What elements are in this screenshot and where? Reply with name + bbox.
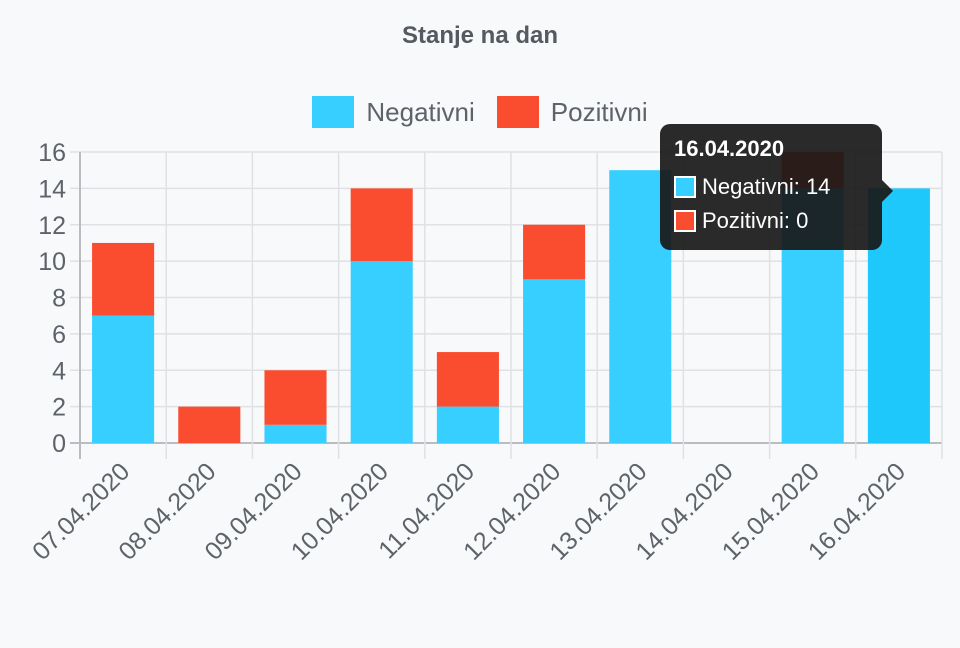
tooltip-label-pozitivni: Pozitivni: 0 bbox=[702, 208, 809, 233]
tooltip-row-negativni: Negativni: 14 bbox=[674, 170, 868, 204]
bar-pozitivni-1 bbox=[178, 406, 241, 443]
bar-negativni-2 bbox=[264, 424, 327, 443]
legend-label-negativni: Negativni bbox=[366, 96, 475, 127]
y-tick-label: 14 bbox=[38, 175, 66, 203]
y-tick-label: 2 bbox=[52, 394, 66, 422]
legend-swatch-negativni bbox=[312, 96, 355, 128]
bar-negativni-5 bbox=[523, 279, 586, 443]
bar-pozitivni-5 bbox=[523, 224, 586, 280]
bar-negativni-3 bbox=[350, 261, 413, 443]
legend-item-negativni[interactable]: Negativni bbox=[312, 96, 475, 128]
tooltip-swatch-negativni bbox=[674, 176, 696, 198]
legend-item-pozitivni[interactable]: Pozitivni bbox=[496, 96, 648, 128]
legend: Negativni Pozitivni bbox=[0, 96, 960, 128]
y-tick-label: 16 bbox=[38, 139, 66, 167]
y-tick-label: 4 bbox=[52, 357, 66, 385]
bar-pozitivni-2 bbox=[264, 370, 327, 425]
tooltip-row-pozitivni: Pozitivni: 0 bbox=[674, 204, 868, 238]
bar-pozitivni-0 bbox=[92, 242, 155, 316]
y-tick-label: 12 bbox=[38, 212, 66, 240]
bar-negativni-0 bbox=[92, 315, 155, 443]
legend-swatch-pozitivni bbox=[496, 96, 539, 128]
y-tick-label: 10 bbox=[38, 248, 66, 276]
chart-title: Stanje na dan bbox=[401, 22, 559, 49]
y-tick-label: 6 bbox=[52, 321, 66, 349]
bar-negativni-4 bbox=[436, 406, 499, 443]
y-tick-label: 0 bbox=[52, 430, 66, 458]
tooltip-swatch-pozitivni bbox=[674, 210, 696, 232]
bar-pozitivni-4 bbox=[436, 352, 499, 407]
tooltip: 16.04.2020 Negativni: 14 Pozitivni: 0 bbox=[660, 124, 893, 250]
tooltip-label-negativni: Negativni: 14 bbox=[702, 174, 831, 199]
y-tick-label: 8 bbox=[52, 285, 66, 313]
legend-label-pozitivni: Pozitivni bbox=[550, 96, 648, 127]
bar-pozitivni-3 bbox=[350, 188, 413, 262]
tooltip-title: 16.04.2020 bbox=[674, 136, 785, 161]
